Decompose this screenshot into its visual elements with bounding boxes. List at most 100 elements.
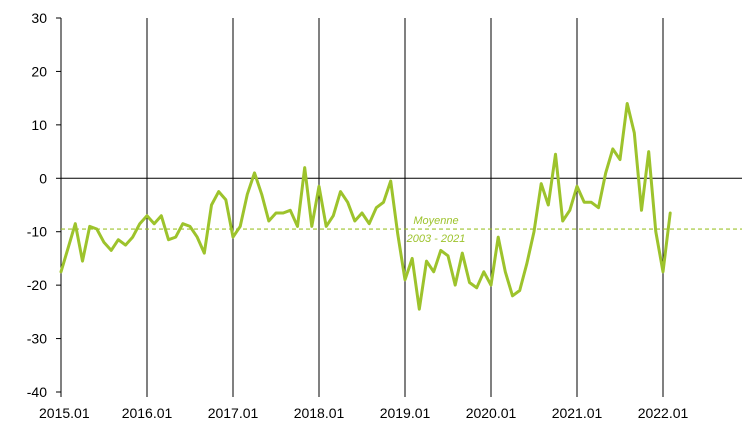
data-point — [289, 209, 291, 211]
data-point — [655, 231, 657, 233]
x-tick-label: 2019.01 — [380, 405, 431, 421]
data-point — [160, 214, 162, 216]
data-point — [504, 271, 506, 273]
data-point — [647, 150, 649, 152]
data-point — [518, 289, 520, 291]
data-point — [490, 284, 492, 286]
data-point — [418, 308, 420, 310]
data-point — [626, 102, 628, 104]
data-point — [74, 223, 76, 225]
data-point — [225, 198, 227, 200]
data-point — [533, 231, 535, 233]
data-point — [189, 225, 191, 227]
data-point — [60, 271, 62, 273]
data-point — [432, 271, 434, 273]
data-point — [633, 132, 635, 134]
data-point — [174, 236, 176, 238]
data-point — [389, 180, 391, 182]
data-point — [511, 295, 513, 297]
y-tick-label: -10 — [27, 224, 47, 240]
data-point — [275, 212, 277, 214]
data-point — [268, 220, 270, 222]
data-point — [325, 225, 327, 227]
y-tick-label: -30 — [27, 331, 47, 347]
data-point — [253, 172, 255, 174]
y-tick-label: 10 — [31, 117, 47, 133]
data-point — [239, 225, 241, 227]
data-point — [569, 209, 571, 211]
data-point — [103, 241, 105, 243]
data-point — [67, 247, 69, 249]
data-point — [167, 239, 169, 241]
data-point — [411, 257, 413, 259]
data-point — [260, 193, 262, 195]
data-point — [526, 263, 528, 265]
data-point — [146, 214, 148, 216]
data-point — [210, 204, 212, 206]
y-tick-label: -20 — [27, 277, 47, 293]
data-point — [368, 223, 370, 225]
data-point — [447, 255, 449, 257]
data-point — [282, 212, 284, 214]
data-point — [440, 249, 442, 251]
data-point — [246, 193, 248, 195]
data-point — [203, 252, 205, 254]
data-point — [669, 212, 671, 214]
data-point — [583, 201, 585, 203]
y-tick-label: 0 — [39, 170, 47, 186]
data-point — [461, 252, 463, 254]
data-point — [217, 190, 219, 192]
data-point — [81, 260, 83, 262]
data-point — [547, 204, 549, 206]
x-tick-label: 2020.01 — [466, 405, 517, 421]
data-point — [139, 223, 141, 225]
x-tick-label: 2022.01 — [638, 405, 689, 421]
data-point — [404, 279, 406, 281]
data-point — [124, 244, 126, 246]
y-tick-label: 30 — [31, 10, 47, 26]
data-point — [483, 271, 485, 273]
data-point — [604, 172, 606, 174]
data-point — [332, 214, 334, 216]
data-point — [597, 206, 599, 208]
data-point — [196, 236, 198, 238]
data-point — [131, 236, 133, 238]
data-point — [497, 236, 499, 238]
x-tick-label: 2015.01 — [39, 405, 90, 421]
data-point — [468, 281, 470, 283]
data-point — [619, 158, 621, 160]
data-point — [361, 212, 363, 214]
x-axis-ticks: 2015.01 2016.01 2017.01 2018.01 2019.01 2020.… — [39, 392, 689, 421]
data-point — [339, 190, 341, 192]
data-point — [640, 209, 642, 211]
data-point — [110, 249, 112, 251]
x-tick-label: 2017.01 — [208, 405, 259, 421]
data-point — [454, 284, 456, 286]
data-point — [153, 223, 155, 225]
y-axis-ticks: 30 20 10 0 -10 -20 -30 -40 — [27, 10, 61, 400]
data-point — [554, 153, 556, 155]
x-tick-label: 2016.01 — [122, 405, 173, 421]
data-point — [311, 225, 313, 227]
data-point — [397, 233, 399, 235]
x-tick-label: 2018.01 — [294, 405, 345, 421]
data-point — [561, 220, 563, 222]
reference-line-label-line1: Moyenne — [413, 215, 458, 227]
data-point — [590, 201, 592, 203]
series-points — [60, 102, 672, 310]
data-point — [117, 239, 119, 241]
y-tick-label: 20 — [31, 63, 47, 79]
data-point — [303, 166, 305, 168]
data-point — [662, 271, 664, 273]
data-point — [382, 201, 384, 203]
data-point — [576, 185, 578, 187]
data-point — [425, 260, 427, 262]
reference-line-label-line2: 2003 - 2021 — [406, 233, 466, 245]
data-point — [182, 223, 184, 225]
data-point — [346, 201, 348, 203]
data-point — [375, 206, 377, 208]
y-tick-label: -40 — [27, 384, 47, 400]
data-point — [232, 236, 234, 238]
x-tick-label: 2021.01 — [552, 405, 603, 421]
